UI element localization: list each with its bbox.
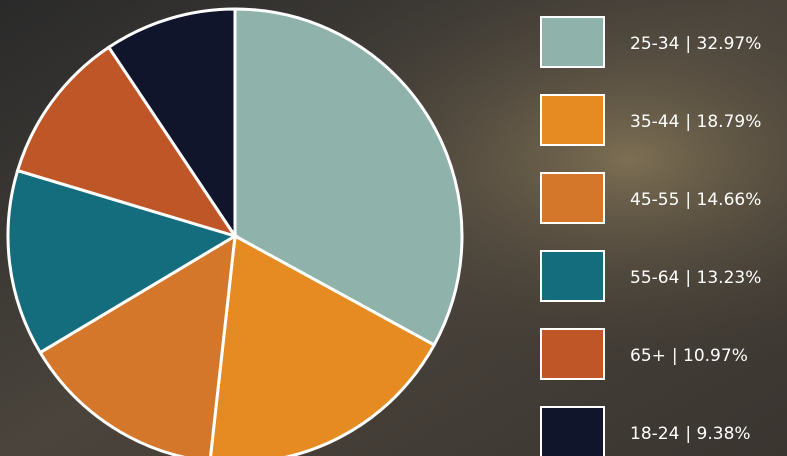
legend-value: | 32.97% — [685, 34, 761, 54]
legend-label: 65+ | 10.97% — [630, 346, 748, 366]
legend-value: | 10.97% — [672, 346, 748, 366]
pie-slice — [6, 168, 239, 355]
legend-label: 45-55 | 14.66% — [630, 190, 761, 210]
legend-label: 18-24 | 9.38% — [630, 424, 751, 444]
legend-swatch — [540, 328, 605, 380]
legend-swatch — [540, 16, 605, 68]
legend-value: | 9.38% — [685, 424, 750, 444]
pie-slice — [209, 233, 437, 456]
legend-label: 35-44 | 18.79% — [630, 112, 761, 132]
legend-value: | 18.79% — [685, 112, 761, 132]
legend-swatch — [540, 406, 605, 456]
legend: 25-34 | 32.97% 35-44 | 18.79% 45-55 | 14.66% 5… — [540, 16, 761, 456]
pie-slice — [106, 7, 237, 241]
legend-value: | 14.66% — [685, 190, 761, 210]
legend-category: 45-55 — [630, 190, 679, 210]
pie-slice — [15, 45, 239, 239]
legend-category: 65+ — [630, 346, 666, 366]
legend-swatch — [540, 250, 605, 302]
legend-category: 25-34 — [630, 34, 679, 54]
legend-category: 18-24 — [630, 424, 679, 444]
legend-category: 55-64 — [630, 268, 679, 288]
pie — [6, 7, 464, 456]
legend-label: 55-64 | 13.23% — [630, 268, 761, 288]
legend-swatch — [540, 94, 605, 146]
legend-category: 35-44 — [630, 112, 679, 132]
pie-slice — [233, 7, 464, 348]
legend-label: 25-34 | 32.97% — [630, 34, 761, 54]
pie-slice — [38, 233, 237, 456]
legend-value: | 13.23% — [685, 268, 761, 288]
legend-swatch — [540, 172, 605, 224]
